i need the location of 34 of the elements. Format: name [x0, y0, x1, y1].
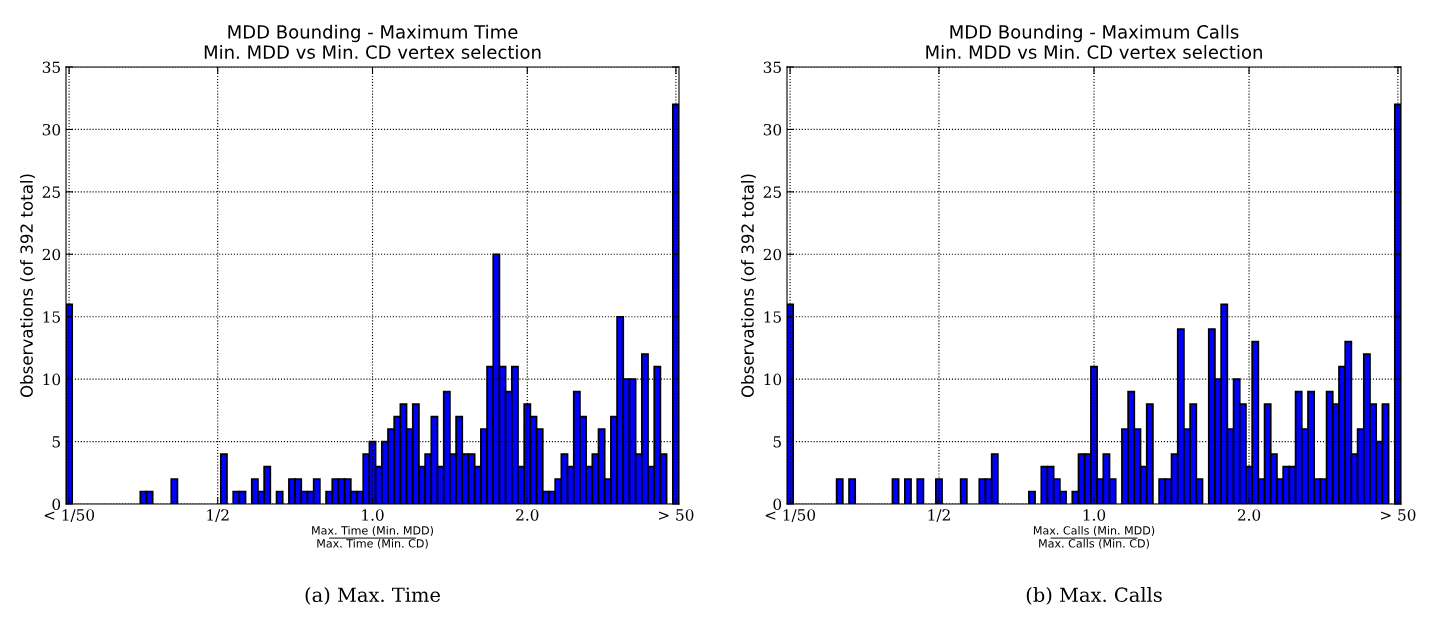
- x-tick-label: < 1/50: [44, 509, 95, 522]
- y-tick-label: 25: [42, 186, 60, 198]
- x-tick-label: < 1/50: [765, 509, 816, 522]
- y-tick-label: 30: [42, 123, 61, 136]
- x-tick-label: 1/2: [207, 509, 229, 522]
- y-tick-label: 25: [763, 186, 781, 198]
- chart-title: MDD Bounding - Maximum Calls Min. MDD vs Min. CD vertex selection: [926, 24, 1262, 59]
- y-tick-label: 15: [764, 311, 781, 323]
- x-axis-title: Max. Calls (Min. MDD) Max. Calls (Min. CD): [1033, 526, 1155, 549]
- x-tick-label: > 50: [658, 509, 694, 521]
- y-axis-title: Observations (of 392 total): [741, 174, 756, 398]
- x-tick-label: 1/2: [928, 509, 950, 522]
- y-tick-label: 15: [43, 311, 60, 323]
- y-tick-label: 10: [764, 373, 782, 386]
- x-tick-label: 2.0: [1237, 509, 1261, 521]
- y-tick-label: 30: [763, 123, 782, 136]
- x-axis-title: Max. Time (Min. MDD) Max. Time (Min. CD): [312, 526, 433, 549]
- y-tick-label: 20: [763, 248, 782, 261]
- y-tick-label: 5: [773, 436, 781, 448]
- y-tick-label: 5: [52, 436, 60, 448]
- text: (a) Max. Time: [305, 587, 440, 605]
- y-tick-label: 35: [42, 61, 60, 74]
- x-tick-label: > 50: [1380, 509, 1416, 521]
- y-tick-label: 35: [763, 61, 781, 74]
- x-tick-label: 1.0: [1083, 509, 1106, 521]
- chart-title: MDD Bounding - Maximum Time Min. MDD vs Min. CD vertex selection: [204, 24, 541, 59]
- y-tick-label: 20: [42, 248, 61, 261]
- y-tick-label: 0: [52, 498, 61, 511]
- y-tick-label: 10: [43, 373, 61, 386]
- y-axis-title: Observations (of 392 total): [20, 174, 35, 398]
- y-tick-label: 0: [773, 498, 782, 511]
- text: (b) Max. Calls: [1026, 587, 1162, 605]
- x-tick-label: 1.0: [362, 509, 384, 521]
- x-tick-label: 2.0: [516, 509, 539, 521]
